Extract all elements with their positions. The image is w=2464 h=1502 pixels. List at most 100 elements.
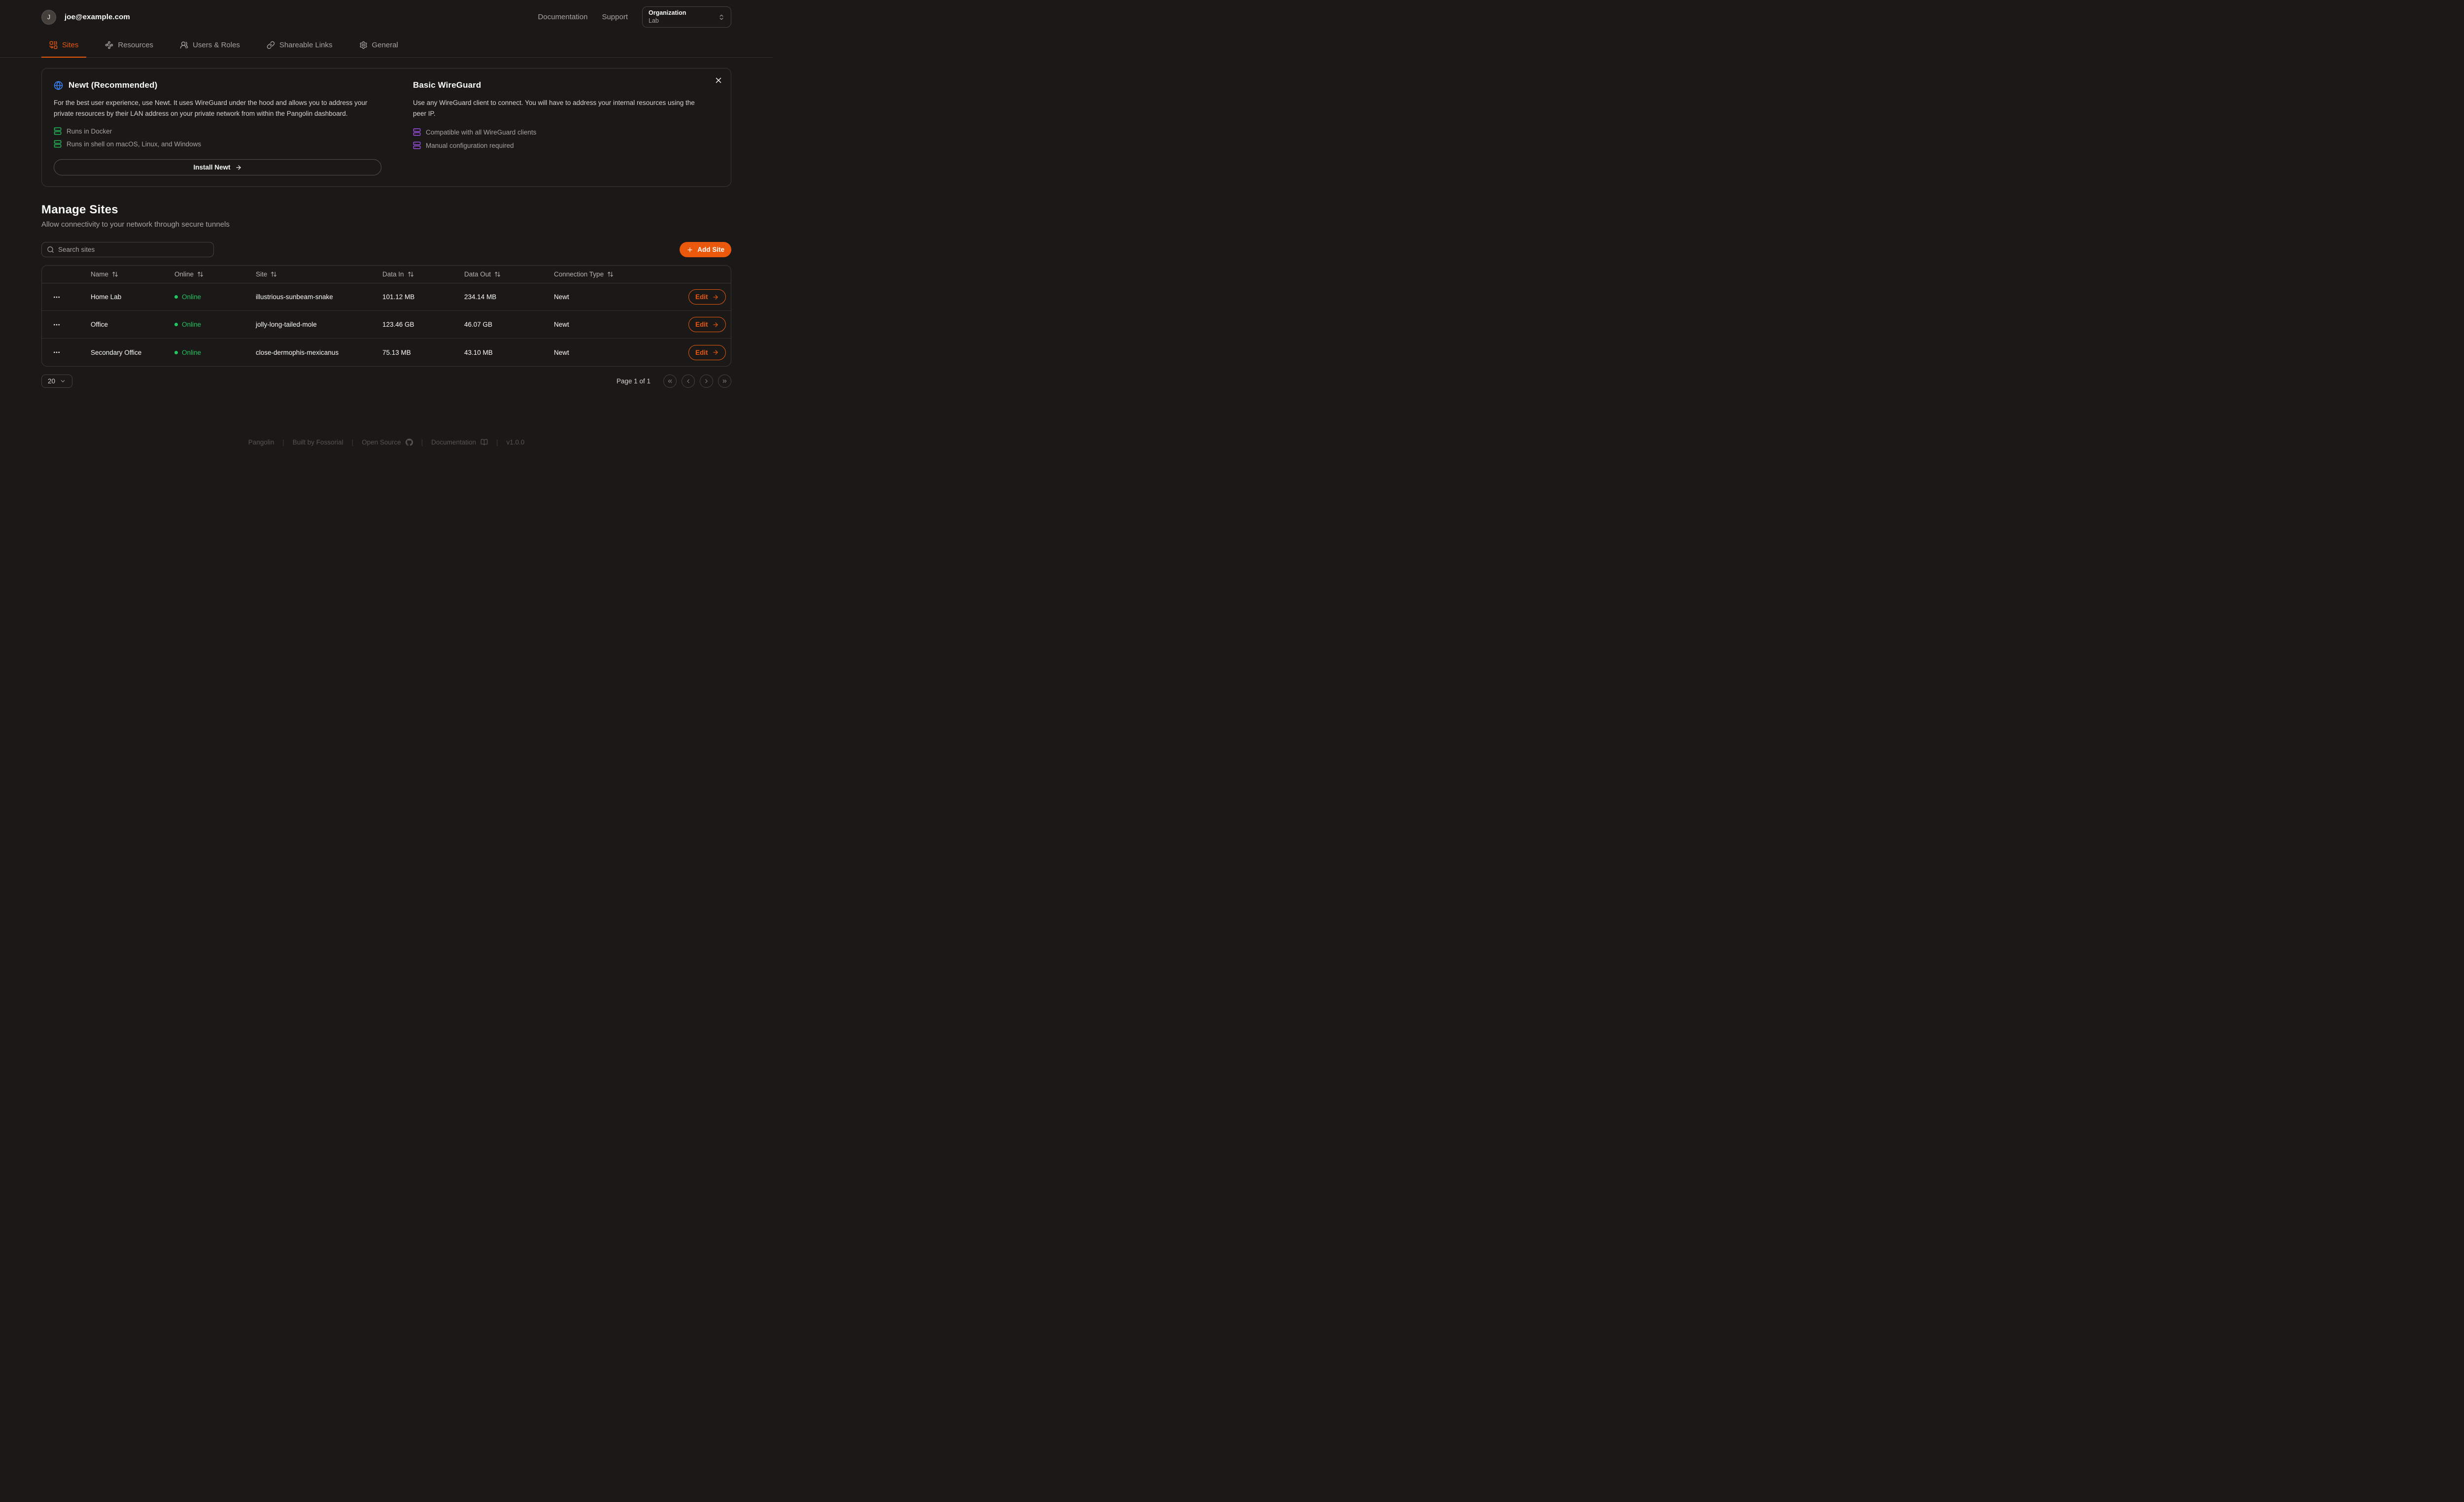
link-icon [267,41,275,49]
column-header-data-in[interactable]: Data In [382,271,464,278]
chevron-down-icon [60,378,66,384]
settings-icon [359,41,368,49]
column-header-name[interactable]: Name [91,271,174,278]
footer: Pangolin | Built by Fossorial | Open Sou… [0,439,773,457]
tab-label: Shareable Links [279,41,333,49]
page-title: Manage Sites [41,203,118,216]
chevrons-up-down-icon [718,14,725,21]
tab-sites[interactable]: Sites [41,34,87,58]
edit-label: Edit [695,348,708,356]
organization-picker-value: Lab [649,17,659,24]
tab-general[interactable]: General [351,34,406,58]
status-text: Online [182,293,202,301]
wireguard-section: Basic WireGuard Use any WireGuard client… [413,80,719,175]
add-site-button[interactable]: Add Site [680,242,731,257]
arrow-up-down-icon [197,271,204,277]
documentation-link[interactable]: Documentation [538,13,588,21]
book-open-icon [480,439,488,446]
data-in-value: 101.12 MB [382,293,415,301]
bullet-text: Manual configuration required [426,141,514,149]
chevron-right-icon [703,378,710,384]
status-text: Online [182,321,202,328]
column-label: Site [256,271,268,278]
data-out-value: 46.07 GB [464,321,493,328]
footer-documentation-link[interactable]: Documentation [431,439,488,446]
install-newt-label: Install Newt [193,164,231,171]
column-label: Connection Type [554,271,604,278]
server-icon [413,141,421,149]
footer-open-source-link[interactable]: Open Source [362,439,413,446]
sites-table: Name Online Site Data In Data Out [41,265,731,367]
row-menu-button[interactable] [50,291,64,303]
previous-page-button[interactable] [682,375,695,388]
status-badge: Online [174,349,256,356]
column-header-data-out[interactable]: Data Out [464,271,554,278]
wireguard-bullet: Manual configuration required [413,141,704,149]
newt-title: Newt (Recommended) [68,80,158,90]
page: J joe@example.com Documentation Support … [0,0,773,457]
wireguard-description: Use any WireGuard client to connect. You… [413,99,695,117]
row-menu-button[interactable] [50,319,64,331]
tab-users-roles[interactable]: Users & Roles [172,34,248,58]
ellipsis-icon [53,348,61,356]
site-name: Home Lab [91,293,122,301]
edit-site-button[interactable]: Edit [688,344,726,360]
plus-icon [686,246,693,253]
online-dot-icon [174,295,178,299]
organization-picker-label: Organization [649,9,686,16]
newt-description: For the best user experience, use Newt. … [54,99,368,117]
github-icon [405,439,413,446]
site-slug: illustrious-sunbeam-snake [256,293,333,301]
column-label: Online [174,271,194,278]
newt-bullet: Runs in Docker [54,127,381,135]
data-out-value: 234.14 MB [464,293,497,301]
arrow-up-down-icon [494,271,501,277]
connection-methods-card: Newt (Recommended) For the best user exp… [41,68,731,187]
newt-bullet: Runs in shell on macOS, Linux, and Windo… [54,140,381,148]
column-header-site[interactable]: Site [256,271,382,278]
ellipsis-icon [53,293,61,301]
chevron-left-icon [685,378,691,384]
edit-label: Edit [695,321,708,328]
table-row: Home Lab Online illustrious-sunbeam-snak… [42,283,731,311]
footer-open-source-label: Open Source [362,439,401,446]
arrow-right-icon [712,294,719,301]
first-page-button[interactable] [663,375,677,388]
avatar-initial: J [47,13,51,21]
column-header-connection-type[interactable]: Connection Type [554,271,688,278]
page-info: Page 1 of 1 [616,377,650,385]
wireguard-bullet: Compatible with all WireGuard clients [413,128,704,136]
arrow-up-down-icon [408,271,414,277]
next-page-button[interactable] [700,375,713,388]
edit-site-button[interactable]: Edit [688,317,726,332]
connection-type-value: Newt [554,348,569,356]
row-menu-button[interactable] [50,346,64,358]
footer-separator: | [351,439,354,446]
data-in-value: 75.13 MB [382,348,411,356]
install-newt-button[interactable]: Install Newt [54,159,381,175]
top-bar: J joe@example.com Documentation Support … [0,0,773,34]
site-slug: jolly-long-tailed-mole [256,321,317,328]
avatar[interactable]: J [41,9,56,25]
globe-icon [54,81,63,90]
support-link[interactable]: Support [602,13,628,21]
arrow-right-icon [712,321,719,328]
tab-label: Users & Roles [193,41,240,49]
last-page-button[interactable] [718,375,731,388]
tab-shareable-links[interactable]: Shareable Links [259,34,341,58]
edit-site-button[interactable]: Edit [688,289,726,305]
close-icon[interactable] [714,75,723,85]
site-name: Office [91,321,108,328]
footer-documentation-label: Documentation [431,439,476,446]
site-slug: close-dermophis-mexicanus [256,348,339,356]
page-size-select[interactable]: 20 [41,375,72,388]
footer-separator: | [496,439,498,446]
bullet-text: Compatible with all WireGuard clients [426,128,537,136]
tab-resources[interactable]: Resources [97,34,161,58]
column-header-online[interactable]: Online [174,271,256,278]
search-input[interactable] [58,246,208,253]
online-dot-icon [174,350,178,354]
arrow-right-icon [712,349,719,356]
wireguard-title: Basic WireGuard [413,80,481,90]
organization-picker[interactable]: Organization Lab [642,6,731,28]
